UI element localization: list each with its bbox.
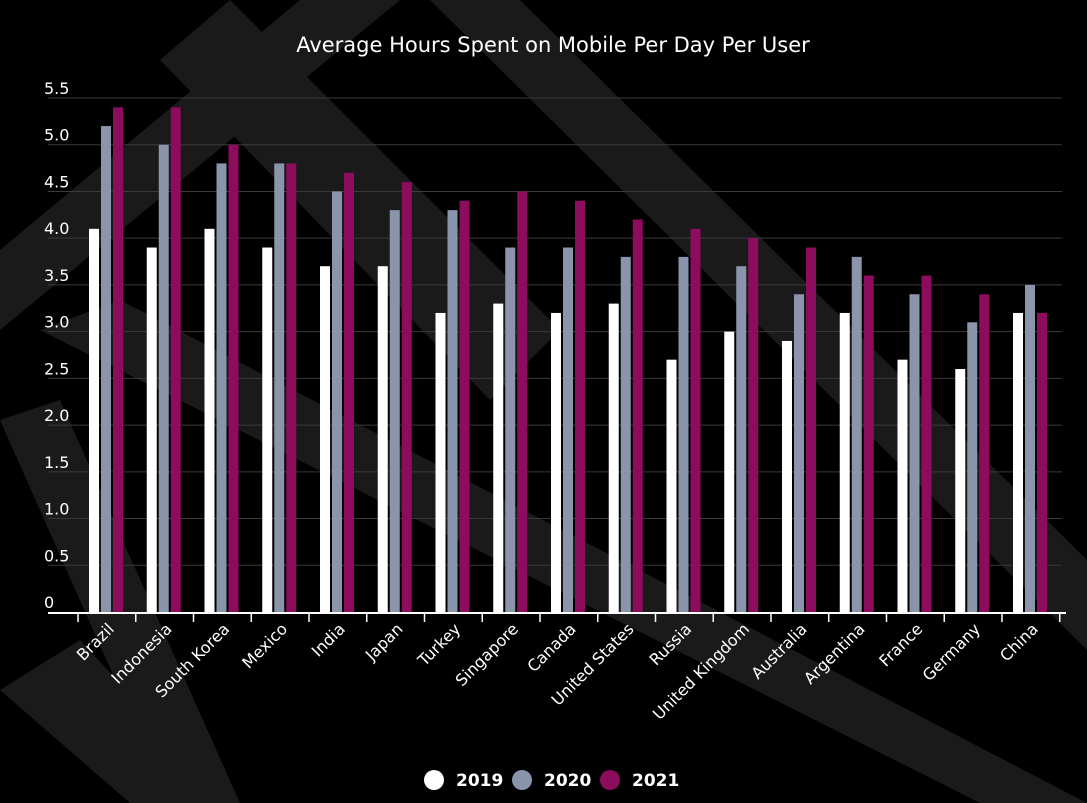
legend-label: 2020 <box>544 771 591 791</box>
y-tick-label: 5.5 <box>44 79 69 98</box>
bar <box>851 256 862 612</box>
bar <box>377 266 388 612</box>
x-tick-label: Germany <box>919 619 984 684</box>
bar <box>113 107 123 612</box>
bar <box>493 303 504 612</box>
bar <box>262 247 273 612</box>
y-tick-label: 4.5 <box>44 172 69 191</box>
bar <box>459 200 470 613</box>
y-tick-label: 1.5 <box>44 453 69 472</box>
bar <box>517 191 528 613</box>
legend-marker <box>424 770 444 790</box>
x-tick-label: Argentina <box>800 619 869 688</box>
legend-marker <box>512 770 532 790</box>
legend-marker <box>600 770 620 790</box>
bar <box>320 266 330 612</box>
y-tick-label: 4.0 <box>44 219 69 238</box>
bar <box>158 144 169 612</box>
bar <box>170 107 181 612</box>
y-tick-label: 5.0 <box>44 126 69 145</box>
x-tick-label: Mexico <box>238 619 291 672</box>
bar <box>736 266 747 612</box>
x-tick-label: Turkey <box>413 619 464 670</box>
bar <box>979 294 990 612</box>
bar <box>389 210 400 613</box>
legend-label: 2021 <box>632 771 679 791</box>
bar <box>146 247 157 612</box>
bar <box>332 191 342 613</box>
bar <box>690 228 701 612</box>
bar <box>89 228 99 612</box>
chart-title: Average Hours Spent on Mobile Per Day Pe… <box>296 33 810 57</box>
bar <box>782 340 792 612</box>
x-tick-label: Singapore <box>452 619 523 690</box>
bar <box>435 312 446 612</box>
y-tick-label: 3.0 <box>44 313 69 332</box>
bar <box>274 163 285 612</box>
legend: 2019 2020 2021 <box>424 770 679 791</box>
bar <box>909 294 920 612</box>
bar <box>632 219 643 612</box>
bar <box>551 312 561 612</box>
x-tick-label: India <box>308 619 349 660</box>
bar <box>575 200 585 613</box>
bars <box>89 107 1047 613</box>
bar <box>563 247 573 612</box>
bar <box>216 163 227 612</box>
bar <box>967 322 978 612</box>
bar <box>897 359 908 612</box>
y-axis-ticks: 0 0.5 1.0 1.5 2.0 2.5 3.0 3.5 4.0 4.5 5.0 5.5 <box>44 79 69 612</box>
x-tick-label: France <box>875 619 926 670</box>
y-tick-label: 2.0 <box>44 406 69 425</box>
bar <box>666 359 677 612</box>
y-tick-label: 3.5 <box>44 266 69 285</box>
legend-label: 2019 <box>456 771 503 791</box>
x-tick-label: Canada <box>523 619 579 675</box>
bar <box>794 294 804 612</box>
x-tick-label: Japan <box>361 619 407 665</box>
bar <box>1013 312 1023 612</box>
bar <box>955 369 966 612</box>
x-axis <box>48 612 1066 622</box>
bar <box>921 275 932 612</box>
bar <box>1037 312 1047 612</box>
y-tick-label: 2.5 <box>44 359 69 378</box>
bar <box>401 182 412 613</box>
bar <box>748 238 759 612</box>
bar <box>286 163 297 612</box>
bar <box>101 126 111 612</box>
bar <box>204 228 215 612</box>
bar <box>620 256 631 612</box>
bar <box>505 247 516 612</box>
bar <box>447 210 458 613</box>
bar <box>344 172 354 612</box>
y-tick-label: 1.0 <box>44 500 69 519</box>
bar <box>1025 284 1035 612</box>
x-tick-label: Russia <box>645 619 695 669</box>
y-tick-label: 0 <box>44 593 54 612</box>
bar <box>839 312 850 612</box>
x-tick-label: China <box>996 619 1042 665</box>
y-tick-label: 0.5 <box>44 546 69 565</box>
bar <box>608 303 619 612</box>
bar <box>863 275 874 612</box>
bar <box>678 256 689 612</box>
x-tick-label: United Kingdom <box>649 619 753 723</box>
bar <box>228 144 239 612</box>
bar <box>806 247 816 612</box>
bar <box>724 331 735 612</box>
x-tick-label: Brazil <box>73 619 118 664</box>
